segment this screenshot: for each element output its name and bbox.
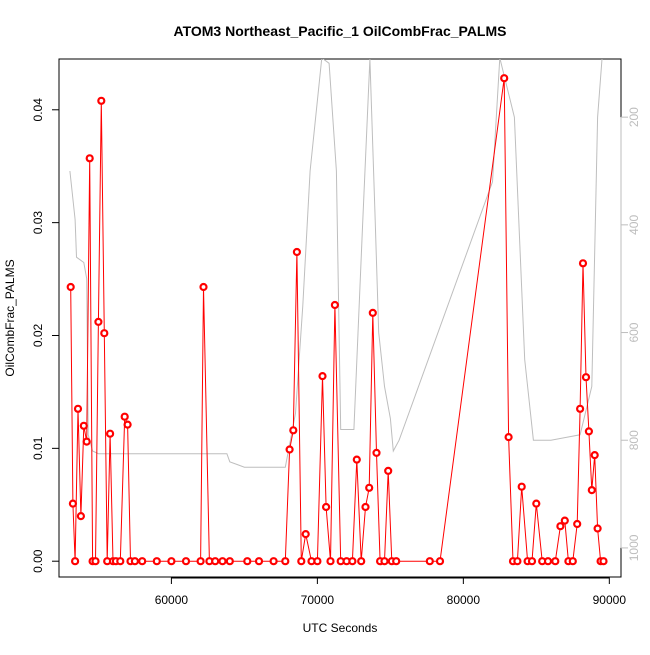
data-point <box>70 557 80 566</box>
data-point <box>68 499 78 508</box>
y-tick-label: 0.03 <box>31 211 45 235</box>
x-tick-label: 60000 <box>155 593 189 607</box>
y-tick-label: 0.02 <box>31 323 45 347</box>
data-point <box>289 426 298 435</box>
data-point <box>79 421 88 430</box>
data-point <box>91 557 100 566</box>
x-axis-label: UTC Seconds <box>303 621 378 635</box>
data-point <box>532 499 541 508</box>
data-point <box>587 486 596 495</box>
data-point <box>599 557 608 566</box>
data-point <box>167 557 176 566</box>
y2-tick-label: 200 <box>627 107 641 127</box>
data-point <box>181 557 191 566</box>
data-point <box>196 557 205 566</box>
y2-tick-label: 400 <box>627 215 641 235</box>
data-point <box>581 373 591 382</box>
plot-frame <box>58 58 622 578</box>
data-point <box>590 451 599 460</box>
y-tick-label: 0.00 <box>31 549 45 573</box>
data-point <box>152 557 161 566</box>
data-point <box>66 282 75 292</box>
data-point <box>330 300 339 310</box>
y2-tick-label: 600 <box>627 322 641 342</box>
data-point <box>348 557 357 566</box>
data-point <box>138 557 147 566</box>
data-point <box>593 524 602 533</box>
data-point <box>527 557 537 566</box>
data-point <box>504 433 513 442</box>
marker-layer <box>66 74 608 566</box>
data-point <box>94 317 103 326</box>
data-point <box>575 404 585 413</box>
y-tick-label: 0.01 <box>31 436 45 460</box>
data-point <box>130 557 139 566</box>
data-point <box>573 519 582 529</box>
secondary-series-layer <box>69 59 603 468</box>
data-point <box>361 502 370 512</box>
data-point <box>313 557 322 566</box>
data-point <box>116 557 125 566</box>
data-point <box>285 445 294 454</box>
data-point <box>322 502 331 512</box>
y-axis-label: OilCombFrac_PALMS <box>3 259 17 376</box>
x-tick-label: 80000 <box>447 593 481 607</box>
data-point <box>584 427 594 436</box>
data-point <box>568 557 577 566</box>
data-point <box>225 557 234 566</box>
data-point <box>120 412 129 421</box>
secondary-series-line <box>69 59 603 468</box>
x-tick-label: 90000 <box>593 593 627 607</box>
data-point <box>123 420 132 429</box>
data-point <box>368 308 377 317</box>
data-point <box>357 557 366 566</box>
data-point <box>543 557 553 566</box>
data-point <box>517 482 526 491</box>
data-point <box>380 557 389 566</box>
data-point <box>500 74 509 83</box>
data-point <box>425 557 434 566</box>
chart-title: ATOM3 Northeast_Pacific_1 OilCombFrac_PA… <box>174 23 507 39</box>
x-tick-label: 70000 <box>301 593 335 607</box>
data-point <box>297 557 306 566</box>
data-point <box>556 522 565 531</box>
data-point <box>352 455 361 464</box>
data-point <box>254 557 264 566</box>
data-point <box>105 429 115 438</box>
data-point <box>560 516 569 525</box>
data-point <box>243 557 252 566</box>
data-point <box>301 529 310 539</box>
data-point <box>384 466 393 475</box>
data-point <box>199 282 208 292</box>
data-point <box>578 259 588 268</box>
data-point <box>73 404 83 413</box>
data-point <box>365 483 374 492</box>
data-point <box>318 372 327 381</box>
data-point <box>281 557 290 566</box>
axis-layer: 60000 70000 80000 90000 0.00 0.01 0.02 0.03 0.04… <box>31 98 641 607</box>
data-point <box>82 437 91 446</box>
data-point <box>85 154 94 163</box>
data-point <box>269 557 278 566</box>
data-point <box>76 511 86 521</box>
y2-tick-label: 1000 <box>627 534 641 561</box>
data-point <box>551 557 560 566</box>
data-point <box>292 247 301 257</box>
data-point <box>326 557 335 566</box>
data-point <box>372 448 381 457</box>
data-point <box>97 96 106 105</box>
data-point <box>392 557 401 566</box>
data-point <box>211 557 220 566</box>
data-point <box>435 557 445 566</box>
data-point <box>218 557 227 566</box>
data-point <box>100 329 109 338</box>
data-point <box>513 557 522 566</box>
y-tick-label: 0.04 <box>31 98 45 122</box>
y2-tick-label: 800 <box>627 430 641 450</box>
